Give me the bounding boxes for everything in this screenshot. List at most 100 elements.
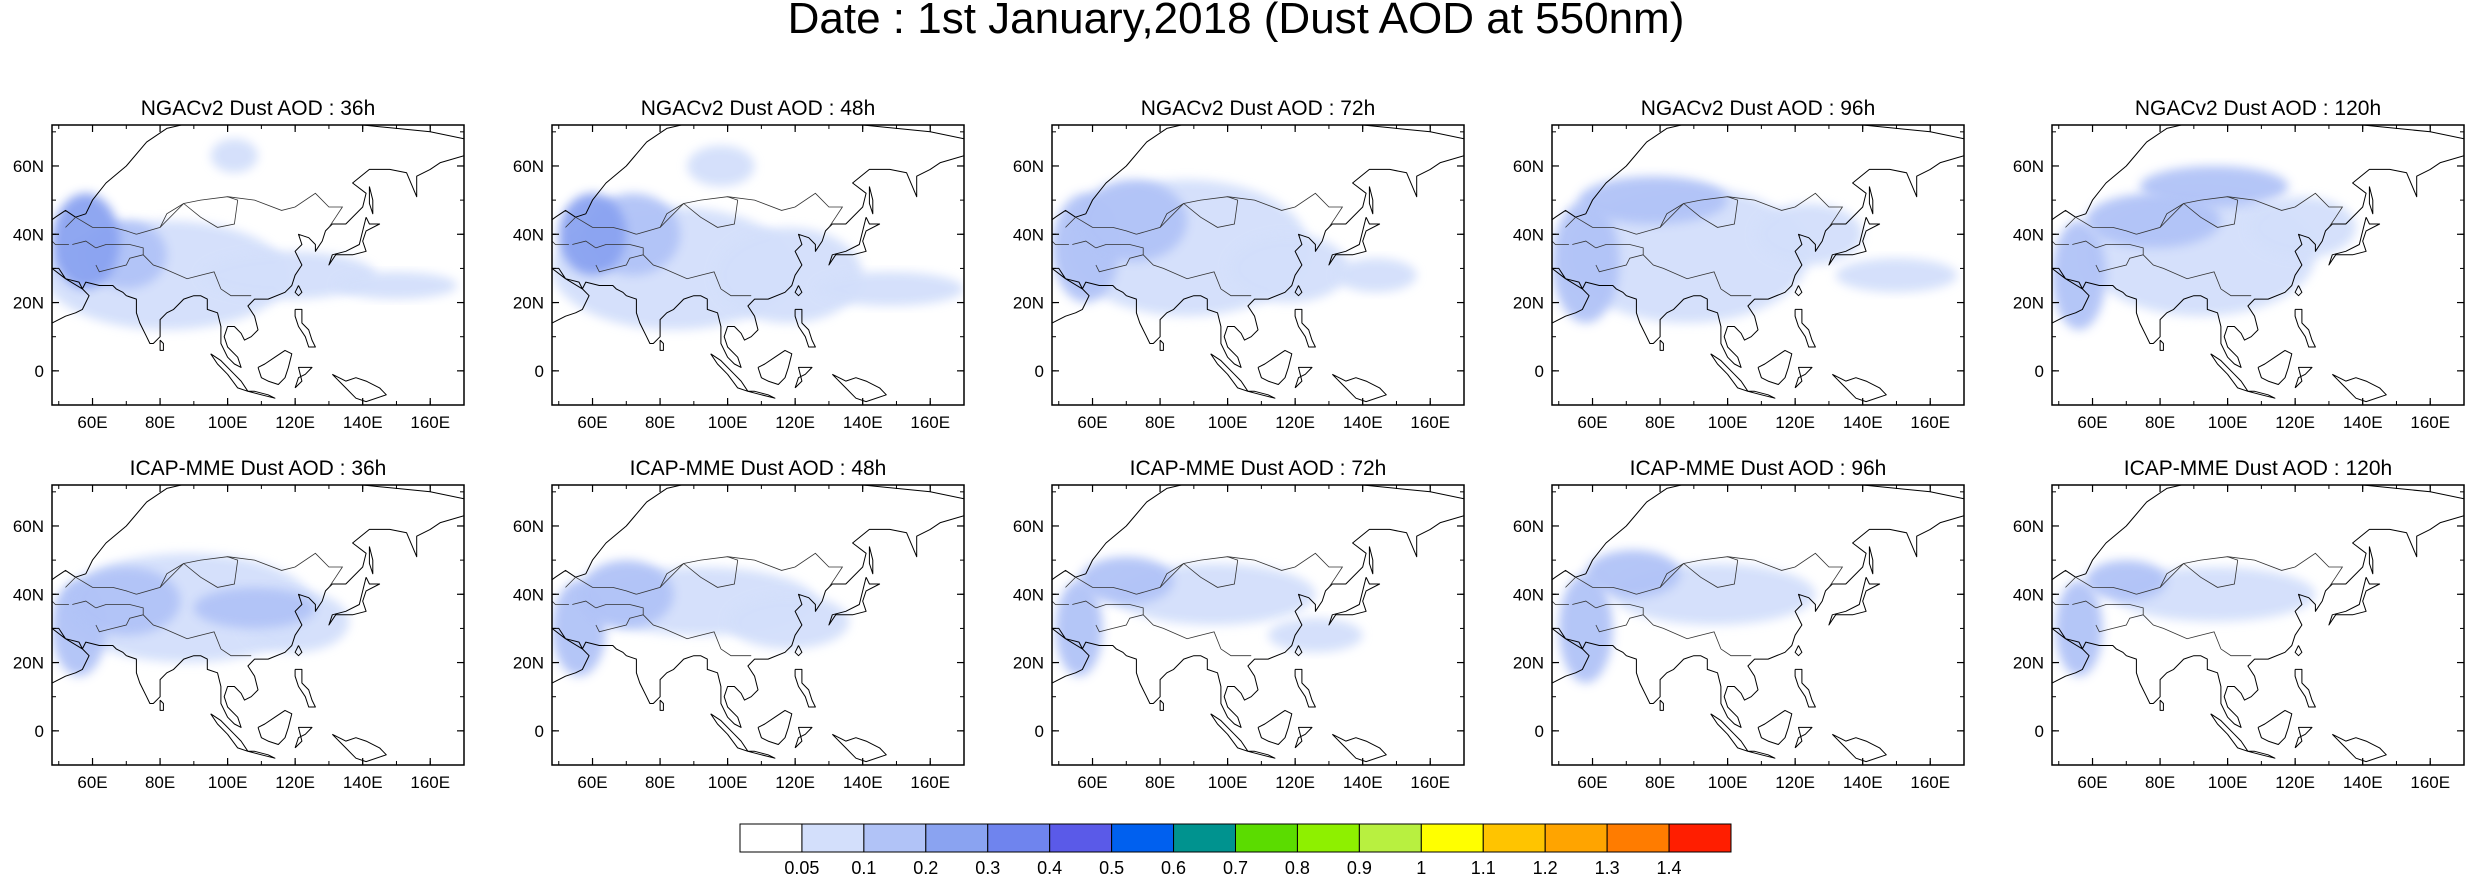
border-line bbox=[220, 648, 252, 657]
country-borders bbox=[1552, 192, 1844, 297]
island-outline bbox=[210, 353, 249, 392]
continent-outline bbox=[2052, 125, 2464, 368]
panel-title: NGACv2 Dust AOD : 96h bbox=[1641, 97, 1876, 120]
panel-frame bbox=[551, 484, 965, 766]
lon-tick-label: 60E bbox=[1077, 413, 1107, 432]
island-outline bbox=[294, 366, 313, 389]
lon-tick-label: 100E bbox=[1208, 413, 1248, 432]
island-outline bbox=[294, 285, 303, 297]
island-outline bbox=[2331, 733, 2387, 763]
border-line bbox=[183, 556, 239, 588]
aod-blob bbox=[815, 271, 964, 306]
border-line bbox=[1072, 240, 1097, 249]
island-outline bbox=[1794, 668, 1816, 708]
country-borders bbox=[52, 192, 344, 297]
island-outline bbox=[710, 713, 749, 752]
island-outline bbox=[1659, 339, 1664, 351]
island-outline bbox=[1794, 726, 1813, 749]
lat-tick-label: 0 bbox=[35, 362, 44, 381]
border-line bbox=[2065, 576, 2137, 595]
island-outline bbox=[794, 668, 816, 708]
island-outline bbox=[1159, 699, 1164, 711]
panel-title: NGACv2 Dust AOD : 48h bbox=[641, 97, 876, 120]
colorbar-swatch bbox=[1668, 823, 1732, 853]
lon-tick-label: 140E bbox=[2343, 773, 2383, 792]
island-outline bbox=[331, 373, 387, 403]
lat-tick-label: 60N bbox=[2013, 157, 2044, 176]
island-outline bbox=[1868, 186, 1874, 215]
lon-tick-label: 160E bbox=[910, 413, 950, 432]
island-outline bbox=[868, 186, 874, 215]
border-line bbox=[572, 240, 597, 249]
lon-tick-label: 60E bbox=[577, 413, 607, 432]
continent-outline bbox=[552, 485, 964, 728]
island-outline bbox=[659, 339, 664, 351]
lat-tick-label: 40N bbox=[13, 225, 44, 244]
island-outline bbox=[2328, 216, 2381, 266]
island-outline bbox=[1257, 349, 1293, 385]
panel-title: NGACv2 Dust AOD : 72h bbox=[1141, 97, 1376, 120]
map-panel: ICAP-MME Dust AOD : 36h 60N 40N 20N 0 60E 80E 1… bbox=[13, 457, 465, 792]
border-line bbox=[1183, 556, 1239, 588]
island-outline bbox=[2368, 546, 2374, 575]
lat-tick-label: 0 bbox=[1535, 362, 1544, 381]
lon-tick-label: 80E bbox=[1645, 413, 1675, 432]
lat-tick-label: 60N bbox=[1013, 517, 1044, 536]
panel-title: ICAP-MME Dust AOD : 48h bbox=[630, 457, 887, 480]
island-outline bbox=[2294, 668, 2316, 708]
lat-tick-label: 20N bbox=[13, 294, 44, 313]
island-outline bbox=[1294, 285, 1303, 297]
colorbar-label: 0.3 bbox=[975, 858, 1000, 874]
panel-title: ICAP-MME Dust AOD : 120h bbox=[2124, 457, 2392, 480]
border-line bbox=[1183, 196, 1239, 228]
colorbar-swatch bbox=[863, 823, 927, 853]
lon-tick-label: 100E bbox=[2208, 773, 2248, 792]
border-line bbox=[1565, 576, 1637, 595]
lat-tick-label: 0 bbox=[1035, 722, 1044, 741]
aod-blob bbox=[727, 594, 850, 649]
lon-tick-label: 140E bbox=[843, 413, 883, 432]
aod-blob bbox=[1579, 176, 1728, 225]
panel-frame bbox=[2051, 484, 2465, 766]
island-outline bbox=[1159, 339, 1164, 351]
border-line bbox=[1065, 576, 1137, 595]
country-borders bbox=[1052, 552, 1344, 657]
lon-tick-label: 120E bbox=[775, 413, 815, 432]
lon-tick-label: 120E bbox=[775, 773, 815, 792]
aod-blob bbox=[1558, 573, 1613, 684]
lon-tick-label: 120E bbox=[275, 773, 315, 792]
border-line bbox=[2183, 556, 2239, 588]
lat-tick-label: 40N bbox=[1513, 225, 1544, 244]
island-outline bbox=[1828, 576, 1881, 626]
aod-blob bbox=[2085, 560, 2167, 602]
border-line bbox=[183, 196, 239, 228]
island-outline bbox=[1247, 390, 1276, 399]
aod-blob bbox=[579, 560, 674, 629]
border-line bbox=[2159, 203, 2184, 228]
panel-frame bbox=[1051, 124, 1465, 406]
island-outline bbox=[659, 699, 664, 711]
aod-blob bbox=[687, 145, 755, 187]
island-outline bbox=[757, 349, 793, 385]
island-outline bbox=[747, 750, 776, 759]
island-outline bbox=[2247, 750, 2276, 759]
lon-tick-label: 100E bbox=[208, 773, 248, 792]
island-outline bbox=[328, 576, 381, 626]
border-line bbox=[565, 216, 637, 235]
island-outline bbox=[328, 216, 381, 266]
island-outline bbox=[794, 645, 803, 657]
dust-field bbox=[552, 560, 850, 677]
lat-tick-label: 40N bbox=[1013, 585, 1044, 604]
colorbar-label: 0.1 bbox=[851, 858, 876, 874]
lat-tick-label: 40N bbox=[1513, 585, 1544, 604]
aod-blob bbox=[1585, 549, 1681, 598]
lon-tick-label: 60E bbox=[1577, 413, 1607, 432]
island-outline bbox=[2294, 308, 2316, 348]
border-line bbox=[642, 254, 722, 290]
continent-outline bbox=[52, 125, 464, 368]
island-outline bbox=[1294, 308, 1316, 348]
colorbar-swatch bbox=[1544, 823, 1608, 853]
lon-tick-label: 160E bbox=[1910, 773, 1950, 792]
island-outline bbox=[831, 373, 887, 403]
